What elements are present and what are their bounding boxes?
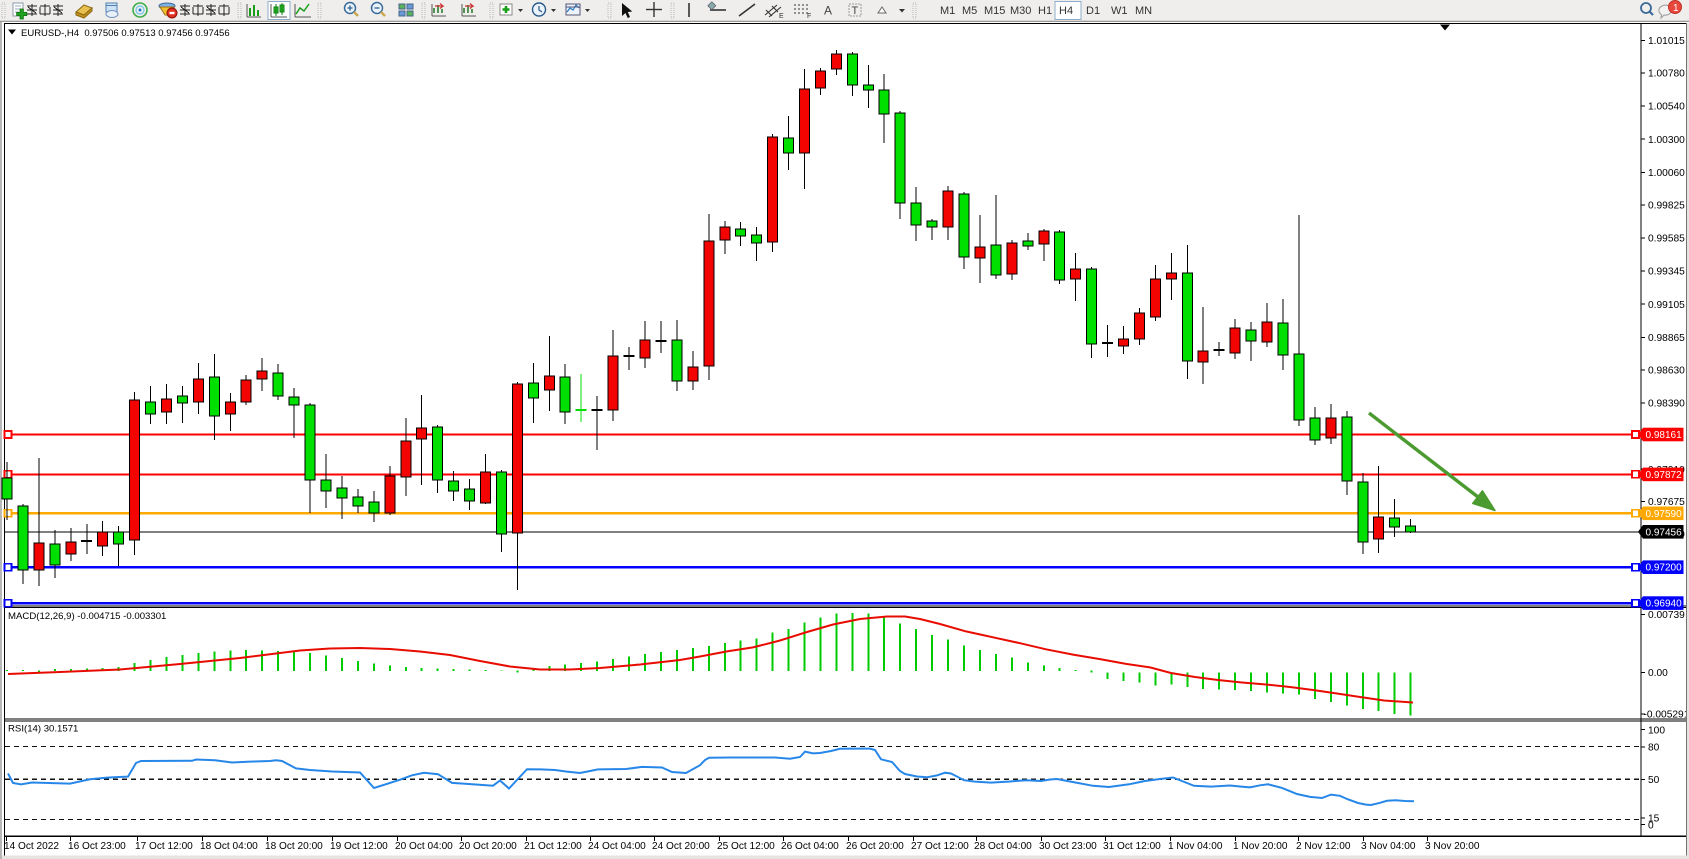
- svg-text:MN: MN: [1135, 5, 1152, 17]
- svg-text:0.96940: 0.96940: [1646, 599, 1683, 610]
- svg-text:20 Oct 04:00: 20 Oct 04:00: [395, 841, 453, 852]
- svg-text:1.00780: 1.00780: [1648, 69, 1685, 80]
- svg-text:H1: H1: [1038, 5, 1052, 17]
- svg-text:24 Oct 04:00: 24 Oct 04:00: [588, 841, 646, 852]
- svg-text:F: F: [807, 13, 811, 20]
- svg-text:0.97456: 0.97456: [1646, 527, 1683, 538]
- svg-text:1.00300: 1.00300: [1648, 135, 1685, 146]
- svg-text:1.01015: 1.01015: [1648, 36, 1685, 47]
- svg-text:D1: D1: [1086, 5, 1100, 17]
- svg-text:0.97675: 0.97675: [1648, 497, 1685, 508]
- svg-text:16 Oct 23:00: 16 Oct 23:00: [68, 841, 126, 852]
- svg-text:15: 15: [1648, 814, 1660, 825]
- svg-text:30 Oct 23:00: 30 Oct 23:00: [1039, 841, 1097, 852]
- svg-text:0.00: 0.00: [1648, 668, 1668, 679]
- svg-text:T: T: [852, 5, 859, 17]
- svg-text:1.00060: 1.00060: [1648, 168, 1685, 179]
- svg-text:1.00540: 1.00540: [1648, 102, 1685, 113]
- svg-text:25 Oct 12:00: 25 Oct 12:00: [717, 841, 775, 852]
- svg-text:80: 80: [1648, 742, 1660, 753]
- svg-text:27 Oct 12:00: 27 Oct 12:00: [911, 841, 969, 852]
- svg-text:24 Oct 20:00: 24 Oct 20:00: [652, 841, 710, 852]
- svg-text:19 Oct 12:00: 19 Oct 12:00: [330, 841, 388, 852]
- svg-text:0.97200: 0.97200: [1646, 563, 1683, 574]
- svg-text:0.97872: 0.97872: [1646, 470, 1683, 481]
- svg-text:31 Oct 12:00: 31 Oct 12:00: [1103, 841, 1161, 852]
- svg-text:0.98161: 0.98161: [1646, 430, 1683, 441]
- svg-text:0.98865: 0.98865: [1648, 333, 1685, 344]
- svg-text:1 Nov 04:00: 1 Nov 04:00: [1168, 841, 1223, 852]
- svg-text:E: E: [779, 13, 784, 20]
- svg-text:26 Oct 20:00: 26 Oct 20:00: [846, 841, 904, 852]
- svg-text:H4: H4: [1059, 5, 1073, 17]
- svg-text:0.97590: 0.97590: [1646, 509, 1683, 520]
- svg-text:0.99585: 0.99585: [1648, 234, 1685, 245]
- svg-text:0.99105: 0.99105: [1648, 300, 1685, 311]
- svg-text:M15: M15: [984, 5, 1005, 17]
- svg-text:M1: M1: [940, 5, 955, 17]
- svg-text:0: 0: [1648, 820, 1654, 831]
- svg-text:0.99345: 0.99345: [1648, 267, 1685, 278]
- svg-text:0.99825: 0.99825: [1648, 200, 1685, 211]
- svg-text:M5: M5: [962, 5, 977, 17]
- svg-text:18 Oct 20:00: 18 Oct 20:00: [265, 841, 323, 852]
- svg-text:26 Oct 04:00: 26 Oct 04:00: [781, 841, 839, 852]
- svg-text:1: 1: [1673, 3, 1679, 14]
- svg-text:20 Oct 20:00: 20 Oct 20:00: [459, 841, 517, 852]
- svg-text:28 Oct 04:00: 28 Oct 04:00: [974, 841, 1032, 852]
- svg-text:RSI(14) 30.1571: RSI(14) 30.1571: [8, 724, 78, 735]
- svg-text:M30: M30: [1010, 5, 1031, 17]
- svg-text:3 Nov 04:00: 3 Nov 04:00: [1361, 841, 1416, 852]
- svg-text:14 Oct 2022: 14 Oct 2022: [4, 841, 59, 852]
- svg-text:0.00739: 0.00739: [1648, 610, 1685, 621]
- svg-text:1 Nov 20:00: 1 Nov 20:00: [1233, 841, 1288, 852]
- svg-text:50: 50: [1648, 775, 1660, 786]
- svg-text:100: 100: [1648, 725, 1665, 736]
- svg-text:MACD(12,26,9) -0.004715 -0.003: MACD(12,26,9) -0.004715 -0.003301: [8, 611, 166, 622]
- svg-text:W1: W1: [1111, 5, 1128, 17]
- svg-text:EURUSD-,H4 0.97506 0.97513 0.: EURUSD-,H4 0.97506 0.97513 0.97456 0.974…: [21, 28, 230, 39]
- svg-text:21 Oct 12:00: 21 Oct 12:00: [524, 841, 582, 852]
- svg-text:3 Nov 20:00: 3 Nov 20:00: [1425, 841, 1480, 852]
- svg-text:18 Oct 04:00: 18 Oct 04:00: [200, 841, 258, 852]
- svg-text:17 Oct 12:00: 17 Oct 12:00: [135, 841, 193, 852]
- svg-text:-0.005291: -0.005291: [1644, 710, 1689, 721]
- svg-text:0.98630: 0.98630: [1648, 365, 1685, 376]
- svg-text:0.98390: 0.98390: [1648, 399, 1685, 410]
- svg-text:2 Nov 12:00: 2 Nov 12:00: [1296, 841, 1351, 852]
- svg-text:A: A: [824, 4, 832, 18]
